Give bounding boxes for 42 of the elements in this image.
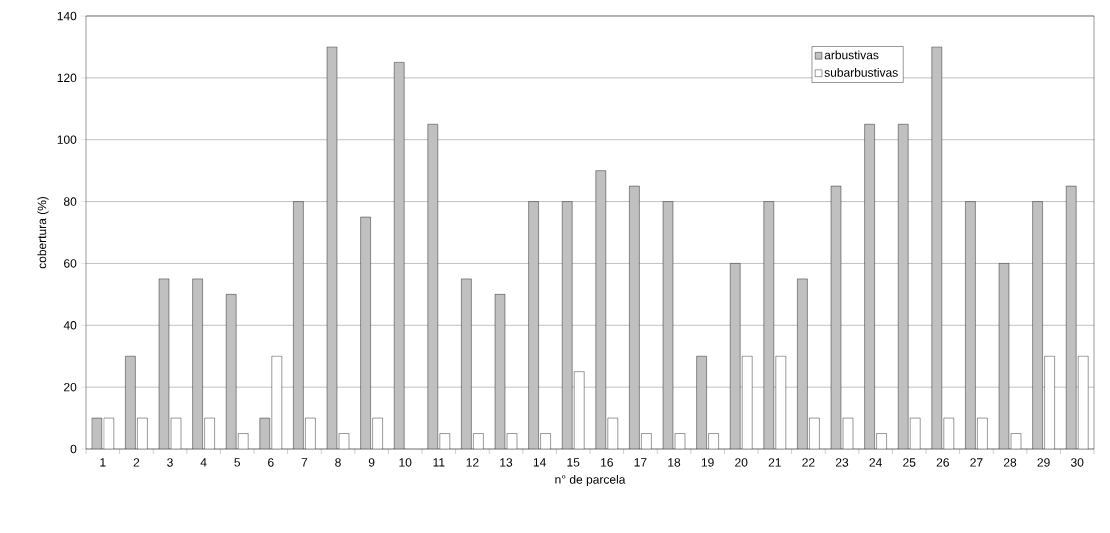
- x-tick-label: 29: [1037, 458, 1050, 467]
- x-axis-title: n° de parcela: [555, 474, 626, 487]
- x-tick-label: 21: [768, 458, 781, 467]
- legend-label: subarbustivas: [824, 68, 898, 77]
- y-tick-label: 100: [57, 135, 77, 144]
- x-tick-label: 2: [133, 458, 140, 467]
- x-tick-label: 6: [268, 458, 274, 467]
- x-tick-label: 7: [301, 458, 308, 467]
- x-tick-label: 24: [869, 458, 882, 467]
- x-tick-label: 22: [802, 458, 815, 467]
- x-tick-label: 5: [234, 458, 241, 467]
- x-tick-label: 4: [200, 458, 207, 467]
- x-tick-label: 20: [735, 458, 748, 467]
- x-tick-label: 13: [500, 458, 513, 467]
- y-tick-label: 20: [64, 382, 77, 392]
- x-tick-label: 18: [668, 458, 681, 467]
- y-tick-label: 140: [57, 11, 77, 21]
- x-tick-label: 23: [835, 458, 849, 467]
- x-tick-label: 9: [368, 458, 375, 467]
- y-tick-label: 80: [63, 197, 77, 206]
- y-tick-label: 60: [64, 259, 77, 268]
- y-axis-title: cobertura (%): [37, 196, 49, 269]
- x-tick-label: 27: [970, 458, 983, 467]
- y-tick-label: 0: [70, 444, 77, 454]
- x-tick-label: 25: [903, 458, 916, 467]
- x-tick-label: 28: [1003, 458, 1017, 467]
- y-tick-label: 120: [57, 73, 77, 83]
- x-tick-label: 1: [100, 458, 106, 467]
- x-tick-label: 8: [335, 458, 341, 467]
- y-tick-label: 40: [63, 321, 77, 330]
- x-tick-label: 14: [533, 458, 546, 467]
- x-tick-label: 19: [701, 458, 714, 467]
- x-tick-label: 26: [936, 458, 949, 467]
- x-tick-label: 12: [466, 458, 479, 467]
- x-tick-label: 3: [167, 458, 173, 467]
- x-tick-label: 16: [601, 458, 613, 467]
- x-tick-label: 10: [399, 458, 412, 467]
- legend-label: arbustivas: [824, 50, 879, 60]
- x-tick-label: 15: [567, 458, 580, 467]
- x-tick-label: 17: [634, 458, 647, 467]
- x-tick-label: 11: [433, 458, 445, 467]
- x-tick-label: 30: [1070, 458, 1084, 467]
